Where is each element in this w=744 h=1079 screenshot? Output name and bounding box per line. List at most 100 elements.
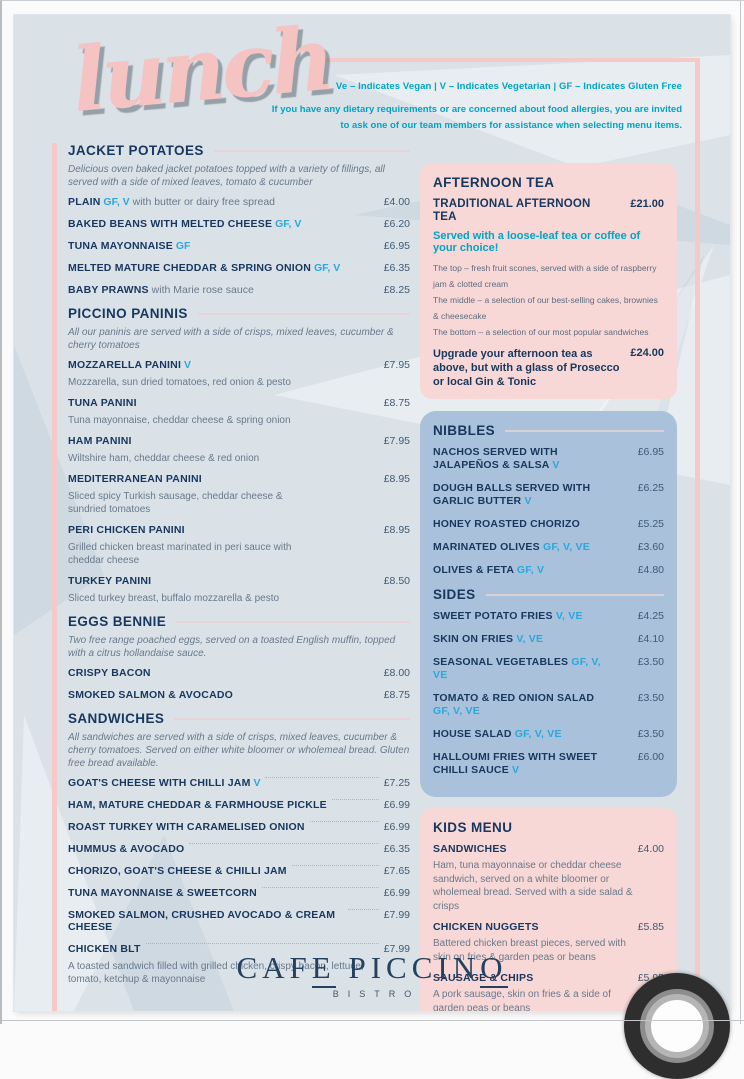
dietary-tags: V xyxy=(250,777,261,789)
menu-item: TURKEY PANINI £8.50 xyxy=(68,575,410,587)
item-name-wrap: TUNA MAYONNAISE & SWEETCORN xyxy=(68,887,257,899)
menu-item: HAM, MATURE CHEDDAR & FARMHOUSE PICKLE £6… xyxy=(68,799,410,811)
menu-item: BABY PRAWNS with Marie rose sauce £8.25 xyxy=(68,284,410,296)
item-name: SAUSAGE & CHIPS xyxy=(433,972,534,984)
menu-item: SANDWICHES £4.00 xyxy=(433,843,664,856)
item-name-wrap: SKIN ON FRIES V, VE xyxy=(433,633,543,646)
item-price: £8.95 xyxy=(383,524,410,536)
item-description: Grilled chicken breast marinated in peri… xyxy=(68,542,292,566)
logo-wordmark: CAFE PICCINO xyxy=(14,950,730,988)
header-notes: Ve – Indicates Vegan | V – Indicates Veg… xyxy=(262,81,682,133)
item-price: £4.00 xyxy=(383,196,410,208)
menu-item: BAKED BEANS WITH MELTED CHEESE GF, V £6.2… xyxy=(68,218,410,230)
item-name: HAM PANINI xyxy=(68,435,132,447)
section-title: KIDS MENU xyxy=(433,820,513,835)
dietary-tags: GF, V, VE xyxy=(511,728,562,740)
item-name: SMOKED SALMON, CRUSHED AVOCADO & CREAM C… xyxy=(68,909,336,933)
item-name-wrap: SWEET POTATO FRIES V, VE xyxy=(433,610,583,623)
item-price: £7.65 xyxy=(383,865,410,877)
item-name-wrap: HONEY ROASTED CHORIZO xyxy=(433,518,580,531)
menu-item: TOMATO & RED ONION SALAD GF, V, VE £3.50 xyxy=(433,692,664,718)
section-heading-row: SANDWICHES xyxy=(68,711,410,727)
upgrade-price: £24.00 xyxy=(630,347,664,359)
menu-item: HAM PANINI £7.95 xyxy=(68,435,410,447)
item-name: NACHOS SERVED WITH JALAPEÑOS & SALSA xyxy=(433,446,558,471)
item-name: HONEY ROASTED CHORIZO xyxy=(433,518,580,530)
item-price: £4.00 xyxy=(637,843,664,855)
corner-hole-circle xyxy=(624,973,730,1079)
section-title: SIDES xyxy=(433,587,476,602)
section-title: PICCINO PANINIS xyxy=(68,306,188,321)
menu-item: NACHOS SERVED WITH JALAPEÑOS & SALSA V £6… xyxy=(433,446,664,472)
item-name-wrap: CHICKEN BLT xyxy=(68,943,141,955)
item-name: TURKEY PANINI xyxy=(68,575,152,587)
item-name: CHICKEN BLT xyxy=(68,943,141,955)
menu-item: CHICKEN BLT £7.99 xyxy=(68,943,410,955)
item-description: Tuna mayonnaise, cheddar cheese & spring… xyxy=(68,415,291,426)
item-name-wrap: HAM, MATURE CHEDDAR & FARMHOUSE PICKLE xyxy=(68,799,327,811)
item-price: £8.75 xyxy=(383,397,410,409)
item-name-wrap: SMOKED SALMON & AVOCADO xyxy=(68,689,233,701)
section-title: AFTERNOON TEA xyxy=(433,175,555,190)
item-name-wrap: MOZZARELLA PANINI V xyxy=(68,359,191,371)
item-name-wrap: HOUSE SALAD GF, V, VE xyxy=(433,728,562,741)
menu-item: GOAT'S CHEESE WITH CHILLI JAM V £7.25 xyxy=(68,777,410,789)
menu-item: HALLOUMI FRIES WITH SWEET CHILLI SAUCE V… xyxy=(433,751,664,777)
left-column: JACKET POTATOES Delicious oven baked jack… xyxy=(68,143,410,995)
dietary-tags: GF, V xyxy=(311,262,341,274)
kids-menu-items: SANDWICHES £4.00 Ham, tuna mayonnaise or c… xyxy=(433,843,664,1011)
dietary-tags: V xyxy=(521,495,532,507)
item-name-wrap: CHICKEN NUGGETS xyxy=(433,921,539,934)
item-name-wrap: HUMMUS & AVOCADO xyxy=(68,843,184,855)
item-price: £6.35 xyxy=(383,843,410,855)
item-price: £6.20 xyxy=(383,218,410,230)
item-name: GOAT'S CHEESE WITH CHILLI JAM xyxy=(68,777,251,789)
dietary-tags: V, VE xyxy=(513,633,544,645)
decorative-line-top xyxy=(322,58,700,62)
section-heading-row: EGGS BENNIE xyxy=(68,614,410,630)
menu-item: TRADITIONAL AFTERNOON TEA £21.00 xyxy=(433,198,664,224)
item-name-wrap: TUNA MAYONNAISE GF xyxy=(68,240,190,252)
circle-center xyxy=(651,1000,703,1052)
dietary-tags: V xyxy=(181,359,191,371)
menu-item: SMOKED SALMON & AVOCADO £8.75 xyxy=(68,689,410,701)
item-name-wrap: MARINATED OLIVES GF, V, VE xyxy=(433,541,590,554)
nibbles-sides-box: NIBBLES NACHOS SERVED WITH JALAPEÑOS & S… xyxy=(420,411,677,797)
menu-item: TUNA PANINI £8.75 xyxy=(68,397,410,409)
item-name: MELTED MATURE CHEDDAR & SPRING ONION xyxy=(68,262,312,274)
item-price: £21.00 xyxy=(630,198,664,210)
menu-item: SMOKED SALMON, CRUSHED AVOCADO & CREAM C… xyxy=(68,909,410,933)
dietary-legend: Ve – Indicates Vegan | V – Indicates Veg… xyxy=(335,81,682,92)
item-description: Mozzarella, sun dried tomatoes, red onio… xyxy=(68,377,291,388)
menu-item: HONEY ROASTED CHORIZO £5.25 xyxy=(433,518,664,531)
dietary-tags: V, VE xyxy=(552,610,583,622)
afternoon-tea-detail: The top – fresh fruit scones, served wit… xyxy=(433,263,657,289)
item-inline-description: with Marie rose sauce xyxy=(148,284,254,296)
menu-item: MEDITERRANEAN PANINI £8.95 xyxy=(68,473,410,485)
item-name-wrap: TURKEY PANINI xyxy=(68,575,151,587)
menu-section: JACKET POTATOES Delicious oven baked jack… xyxy=(68,143,410,296)
upgrade-offer: Upgrade your afternoon tea as above, but… xyxy=(433,347,664,389)
item-name: TOMATO & RED ONION SALAD xyxy=(433,692,595,704)
item-name-wrap: SAUSAGE & CHIPS xyxy=(433,972,533,985)
menu-item: MARINATED OLIVES GF, V, VE £3.60 xyxy=(433,541,664,554)
menu-item: MOZZARELLA PANINI V £7.95 xyxy=(68,359,410,371)
sides-items: SWEET POTATO FRIES V, VE £4.25 SKIN ON FRI… xyxy=(433,610,664,777)
item-name-wrap: MELTED MATURE CHEDDAR & SPRING ONION GF,… xyxy=(68,262,340,274)
afternoon-tea-subtitle: Served with a loose-leaf tea or coffee o… xyxy=(433,230,641,254)
decorative-rule xyxy=(176,621,410,623)
afternoon-tea-detail: The middle – a selection of our best-sel… xyxy=(433,295,658,321)
decorative-line-right xyxy=(695,58,700,1011)
item-name-wrap: OLIVES & FETA GF, V xyxy=(433,564,544,577)
section-heading-row: PICCINO PANINIS xyxy=(68,306,410,322)
item-price: £7.99 xyxy=(383,943,410,955)
dietary-tags: V xyxy=(508,764,520,776)
item-price: £8.25 xyxy=(383,284,410,296)
item-name: MARINATED OLIVES xyxy=(433,541,540,553)
item-name: CRISPY BACON xyxy=(68,667,151,679)
menu-item: SKIN ON FRIES V, VE £4.10 xyxy=(433,633,664,646)
item-price: £4.10 xyxy=(637,633,664,645)
section-title: EGGS BENNIE xyxy=(68,614,167,629)
item-name: HAM, MATURE CHEDDAR & FARMHOUSE PICKLE xyxy=(68,799,327,811)
kids-menu-box: KIDS MENU SANDWICHES £4.00 Ham, tuna mayon… xyxy=(420,808,677,1011)
